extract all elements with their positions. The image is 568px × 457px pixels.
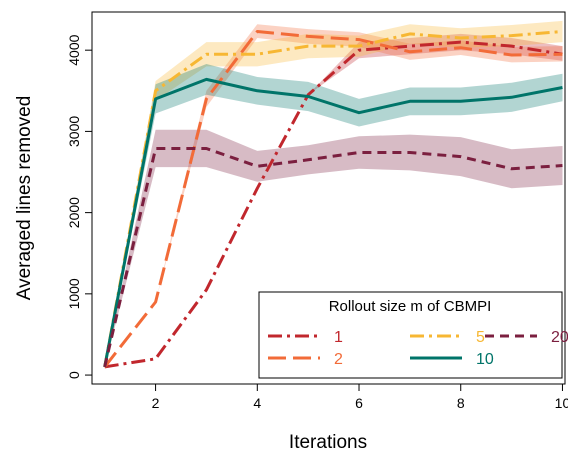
series-1-line <box>104 40 563 369</box>
y-tick-label: 0 <box>66 371 82 379</box>
legend-item-20: 20 <box>485 329 568 346</box>
series-2-line <box>103 30 563 368</box>
legend-label: 5 <box>476 329 485 346</box>
x-tick-label: 6 <box>355 395 363 411</box>
y-tick-label: 1000 <box>66 278 82 309</box>
series-10-band <box>104 64 563 367</box>
plot-frame <box>91 11 566 385</box>
y-axis-ticks: 0 1000 2000 3000 4000 <box>66 34 92 379</box>
series-20-band <box>104 129 563 367</box>
legend-label: 1 <box>334 329 343 346</box>
x-tick-label: 10 <box>555 395 568 411</box>
x-axis-label: Iterations <box>289 432 367 453</box>
x-axis-ticks: 2 4 6 8 10 <box>152 384 568 411</box>
legend-item-2: 2 <box>268 351 343 368</box>
legend-label: 2 <box>334 351 343 368</box>
y-axis-label: Averaged lines removed <box>14 96 35 301</box>
legend: Rollout size m of CBMPI 1 2 5 10 20 <box>258 291 568 379</box>
x-tick-label: 8 <box>457 395 465 411</box>
legend-items: 1 2 5 10 20 <box>268 329 568 368</box>
series-5-line <box>103 30 563 368</box>
legend-item-1: 1 <box>268 329 343 346</box>
legend-label: 20 <box>551 329 568 346</box>
x-tick-label: 4 <box>253 395 261 411</box>
x-tick-label: 2 <box>152 395 160 411</box>
y-tick-label: 3000 <box>66 116 82 147</box>
legend-title: Rollout size m of CBMPI <box>329 298 492 315</box>
series-20-line <box>103 147 563 368</box>
series-2-band <box>104 24 563 367</box>
y-tick-label: 2000 <box>66 197 82 228</box>
legend-item-5: 5 <box>410 329 485 346</box>
series-lines <box>103 30 563 369</box>
confidence-bands <box>104 20 563 367</box>
y-tick-label: 4000 <box>66 34 82 65</box>
series-10-line <box>103 77 563 368</box>
legend-item-10: 10 <box>410 351 494 368</box>
legend-label: 10 <box>476 351 494 368</box>
